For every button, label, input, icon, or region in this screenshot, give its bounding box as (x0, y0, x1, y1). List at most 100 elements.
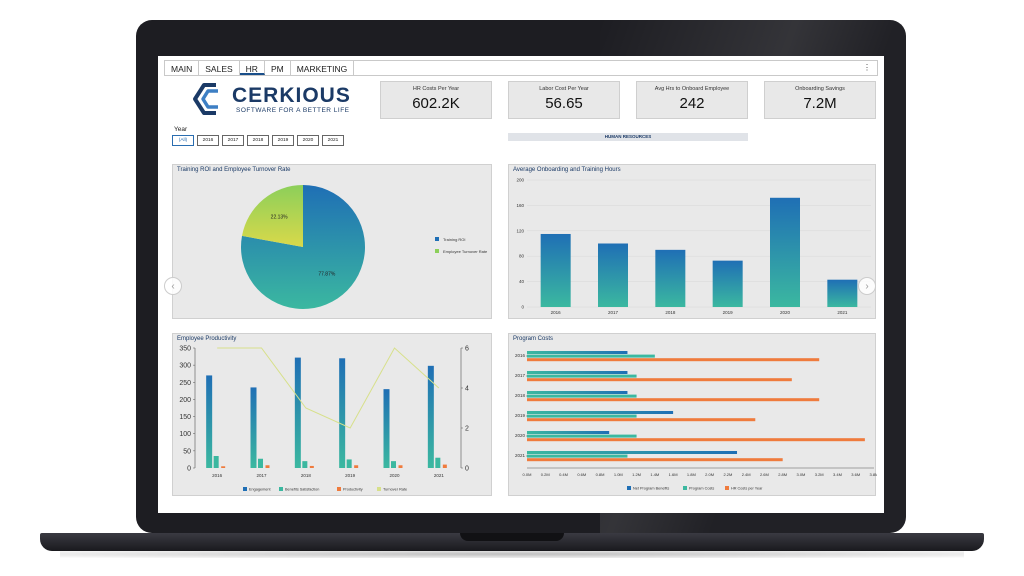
y-tick-label: 0 (521, 305, 524, 310)
tab-pm[interactable]: PM (265, 61, 291, 75)
chart-title: Training ROI and Employee Turnover Rate (177, 167, 291, 173)
bar-1 (391, 461, 396, 468)
y-tick-label: 350 (179, 346, 191, 353)
bar-1 (302, 461, 308, 468)
legend-label: Engagement (249, 488, 271, 492)
legend-label: Productivity (343, 488, 363, 492)
legend-label: Program Costs (689, 487, 714, 491)
bar-1 (527, 394, 637, 398)
x-tick-label: 2021 (434, 473, 445, 478)
bar-0 (527, 351, 628, 354)
pie-data-label: 77.87% (318, 272, 336, 278)
legend-swatch (435, 237, 439, 241)
bar (712, 260, 743, 307)
legend-swatch (435, 249, 439, 253)
y2-tick-label: 2 (465, 426, 469, 433)
company-logo: CERKIOUS SOFTWARE FOR A BETTER LIFE (192, 82, 352, 122)
bar-0 (294, 357, 301, 468)
y-tick-label: 2021 (515, 453, 526, 458)
x-tick-label: 2016 (212, 473, 223, 478)
kpi-value: 7.2M (803, 95, 837, 112)
legend-label: Benefits Satisfaction (285, 488, 319, 492)
pie-chart: 77.87% 22.13% Training ROI Employee Turnov… (241, 185, 488, 309)
logo-tagline: SOFTWARE FOR A BETTER LIFE (236, 107, 350, 114)
x-tick-label: 1.6M (669, 472, 678, 477)
x-tick-label: 2.4M (742, 472, 751, 477)
pie-data-label: 22.13% (271, 214, 289, 220)
bar-0 (527, 371, 628, 374)
x-tick-label: 3.0M (796, 472, 805, 477)
year-option-2021[interactable]: 2021 (322, 135, 344, 146)
next-page-arrow[interactable]: › (858, 277, 876, 295)
x-tick-label: 3.8M (870, 472, 877, 477)
kpi-label: Onboarding Savings (795, 86, 845, 92)
y-tick-label: 300 (179, 363, 191, 370)
laptop-shadow (60, 550, 964, 558)
y-tick-label: 2018 (515, 393, 526, 398)
y-tick-label: 2019 (515, 413, 526, 418)
bar-2 (265, 465, 270, 468)
tab-main[interactable]: MAIN (165, 61, 200, 75)
year-filter-label: Year (174, 126, 188, 133)
bar-0 (427, 365, 434, 468)
kpi-hr-costs: HR Costs Per Year 602.2K (380, 81, 492, 119)
year-filter: (All) 2016 2017 2018 2019 2020 2021 (172, 135, 344, 146)
bar-2 (442, 464, 447, 468)
y-tick-label: 120 (516, 228, 524, 233)
bar-0 (339, 358, 346, 468)
x-tick-label: 0.4M (559, 472, 568, 477)
kpi-value: 56.65 (545, 95, 583, 112)
x-tick-label: 2019 (723, 310, 734, 315)
tab-hr[interactable]: HR (239, 61, 265, 75)
logo-mark-icon (193, 83, 218, 115)
x-tick-label: 3.4M (833, 472, 842, 477)
tab-marketing[interactable]: MARKETING (291, 61, 355, 75)
onboarding-bar-chart: 0 40 80 120 160 200 2016 2017 2018 2019 2020 2021 (516, 178, 871, 315)
tab-sales[interactable]: SALES (199, 61, 240, 75)
tab-bar: MAIN SALES HR PM MARKETING ⋮ (164, 60, 878, 76)
kpi-labor-cost: Labor Cost Per Year 56.65 (508, 81, 620, 119)
bar (770, 197, 800, 307)
more-options-icon[interactable]: ⋮ (863, 63, 871, 72)
legend-label: Turnover Rate (383, 488, 407, 492)
year-option-2019[interactable]: 2019 (272, 135, 294, 146)
bar (827, 279, 858, 307)
bar-2 (527, 418, 756, 422)
bar-2 (527, 358, 820, 362)
onboarding-hours-panel: Average Onboarding and Training Hours 0 4… (508, 164, 876, 319)
kpi-label: HR Costs Per Year (412, 86, 460, 92)
x-tick-label: 1.2M (632, 472, 641, 477)
bar-0 (527, 411, 674, 414)
legend-swatch (627, 486, 631, 490)
turnover-line (217, 347, 440, 429)
year-option-2017[interactable]: 2017 (222, 135, 244, 146)
year-option-2018[interactable]: 2018 (247, 135, 269, 146)
program-costs-chart: 0.0M 0.2M 0.4M 0.6M 0.8M 1.0M 1.2M 1.4M 1.6M 1.8M… (515, 351, 878, 491)
y-tick-label: 50 (183, 448, 191, 455)
year-option-2016[interactable]: 2016 (197, 135, 219, 146)
y2-tick-label: 6 (465, 346, 469, 353)
y2-tick-label: 0 (465, 466, 469, 473)
kpi-onboarding-savings: Onboarding Savings 7.2M (764, 81, 876, 119)
legend-swatch (725, 486, 729, 490)
bar-1 (527, 354, 655, 358)
bar-2 (354, 465, 359, 468)
x-tick-label: 2.2M (723, 472, 732, 477)
y-tick-label: 0 (187, 466, 191, 473)
pie-chart-panel: Training ROI and Employee Turnover Rate … (172, 164, 492, 319)
legend-swatch (279, 487, 283, 491)
year-option-2020[interactable]: 2020 (297, 135, 319, 146)
x-tick-label: 2.0M (705, 472, 714, 477)
bar-1 (527, 454, 628, 458)
legend-label: Employee Turnover Rate (443, 249, 488, 254)
prev-page-arrow[interactable]: ‹ (164, 277, 182, 295)
legend-swatch (377, 487, 381, 491)
year-option-all[interactable]: (All) (172, 135, 194, 146)
legend-swatch (337, 487, 341, 491)
x-tick-label: 1.4M (650, 472, 659, 477)
x-tick-label: 3.2M (815, 472, 824, 477)
y-tick-label: 200 (179, 397, 191, 404)
x-tick-label: 2018 (301, 473, 312, 478)
bar-0 (527, 431, 610, 434)
x-tick-label: 2.8M (778, 472, 787, 477)
